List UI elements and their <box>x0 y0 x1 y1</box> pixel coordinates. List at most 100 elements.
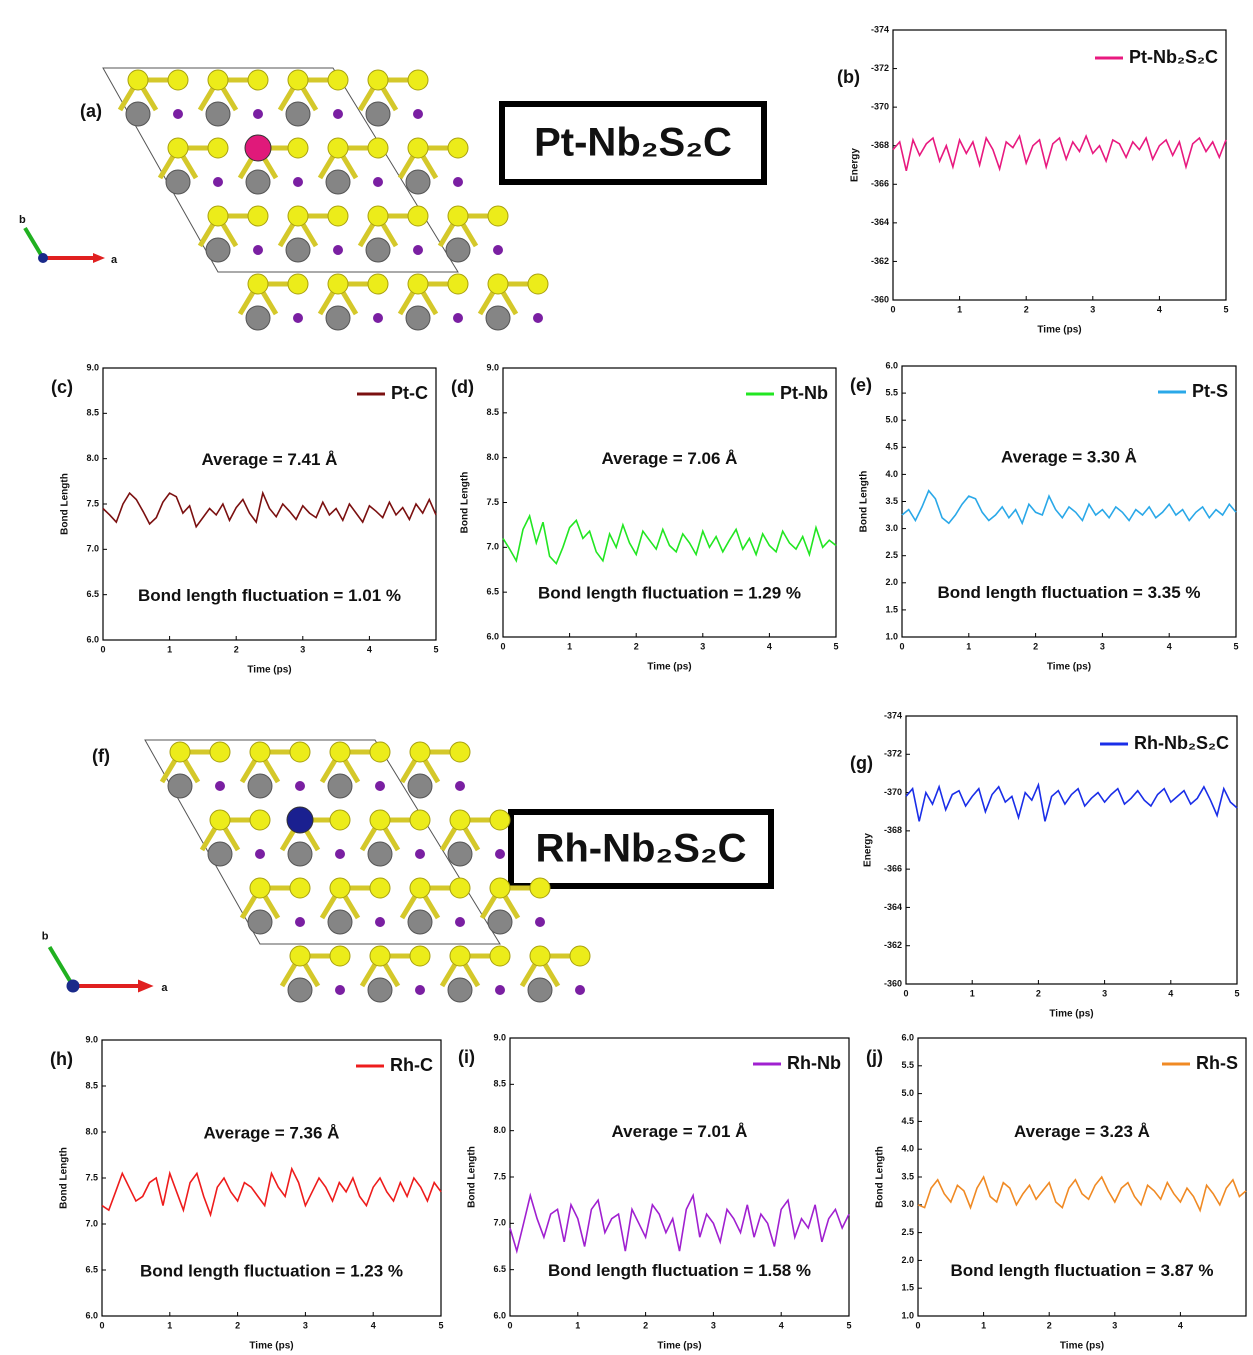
purple-atom <box>575 985 585 995</box>
y-tick-label: -360 <box>884 978 902 988</box>
yellow-atom <box>410 878 430 898</box>
x-tick-label: 3 <box>303 1320 308 1330</box>
x-tick-label: 4 <box>767 641 772 651</box>
x-axis-label: Time (ps) <box>1037 325 1081 336</box>
x-axis-label: Time (ps) <box>1060 1341 1104 1352</box>
x-tick-label: 5 <box>1234 988 1239 998</box>
annotation: Bond length fluctuation = 3.87 % <box>950 1261 1213 1280</box>
gray-atom <box>408 910 432 934</box>
panel-label: (h) <box>50 1049 73 1069</box>
yellow-atom <box>448 274 468 294</box>
legend-label: Rh-Nb₂S₂C <box>1134 733 1229 753</box>
axis-label: a <box>161 982 168 994</box>
panel-label: (j) <box>866 1047 883 1067</box>
x-tick-label: 1 <box>567 641 572 651</box>
figure: Pt-Nb₂S₂C (a) Rh-Nb₂S₂C (f) abab-374-372… <box>0 0 1253 1355</box>
x-tick-label: 3 <box>711 1320 716 1330</box>
purple-atom <box>455 917 465 927</box>
y-tick-label: 1.0 <box>901 1310 914 1320</box>
y-tick-label: 7.0 <box>85 1218 98 1228</box>
y-tick-label: 4.0 <box>885 469 898 479</box>
yellow-atom <box>530 946 550 966</box>
purple-atom <box>453 177 463 187</box>
gray-atom <box>368 842 392 866</box>
yellow-atom <box>290 742 310 762</box>
panel-label: (d) <box>451 377 474 397</box>
yellow-atom <box>370 810 390 830</box>
y-tick-label: 9.0 <box>486 362 499 372</box>
y-tick-label: 6.5 <box>86 589 99 599</box>
gray-atom <box>286 238 310 262</box>
yellow-atom <box>448 206 468 226</box>
plot-frame <box>893 30 1226 300</box>
x-axis-label: Time (ps) <box>1049 1009 1093 1020</box>
axis-b-arrow <box>25 228 43 258</box>
x-tick-label: 3 <box>700 641 705 651</box>
y-tick-label: 3.0 <box>901 1199 914 1209</box>
y-tick-label: -374 <box>884 710 902 720</box>
gray-atom <box>408 774 432 798</box>
annotation: Bond length fluctuation = 1.29 % <box>538 583 801 602</box>
annotation: Average = 7.01 Å <box>612 1122 748 1141</box>
purple-atom <box>413 109 423 119</box>
panel-label: (g) <box>850 753 873 773</box>
crystal-structure: ab <box>42 740 590 1002</box>
yellow-atom <box>330 878 350 898</box>
purple-atom <box>375 917 385 927</box>
purple-atom <box>415 849 425 859</box>
yellow-atom <box>328 274 348 294</box>
yellow-atom <box>368 206 388 226</box>
yellow-atom <box>288 70 308 90</box>
yellow-atom <box>408 206 428 226</box>
y-tick-label: 8.5 <box>85 1080 98 1090</box>
yellow-atom <box>450 878 470 898</box>
yellow-atom <box>208 70 228 90</box>
yellow-atom <box>368 138 388 158</box>
yellow-atom <box>330 810 350 830</box>
x-tick-label: 4 <box>1168 988 1173 998</box>
yellow-atom <box>370 946 390 966</box>
x-tick-label: 4 <box>1157 304 1162 314</box>
y-tick-label: 8.0 <box>493 1125 506 1135</box>
yellow-atom <box>450 946 470 966</box>
y-tick-label: 5.0 <box>901 1088 914 1098</box>
data-line <box>918 1177 1246 1210</box>
y-tick-label: 6.0 <box>885 360 898 370</box>
legend-label: Rh-S <box>1196 1053 1238 1073</box>
purple-atom <box>173 109 183 119</box>
x-tick-label: 3 <box>1102 988 1107 998</box>
yellow-atom <box>530 878 550 898</box>
y-tick-label: -368 <box>884 825 902 835</box>
y-tick-label: 2.5 <box>901 1227 914 1237</box>
x-tick-label: 1 <box>957 304 962 314</box>
x-tick-label: 5 <box>1233 641 1238 651</box>
y-tick-label: 3.5 <box>885 496 898 506</box>
legend-label: Rh-C <box>390 1055 433 1075</box>
x-tick-label: 3 <box>1090 304 1095 314</box>
x-tick-label: 1 <box>575 1320 580 1330</box>
gray-atom <box>448 978 472 1002</box>
x-tick-label: 1 <box>966 641 971 651</box>
purple-atom <box>215 781 225 791</box>
x-tick-label: 0 <box>99 1320 104 1330</box>
data-line <box>893 136 1226 171</box>
x-tick-label: 1 <box>167 1320 172 1330</box>
y-tick-label: -372 <box>884 749 902 759</box>
x-tick-label: 2 <box>1024 304 1029 314</box>
purple-atom <box>335 985 345 995</box>
arrow-head <box>93 253 105 263</box>
purple-atom <box>493 245 503 255</box>
purple-atom <box>295 917 305 927</box>
y-tick-label: 8.5 <box>86 408 99 418</box>
yellow-atom <box>250 810 270 830</box>
yellow-atom <box>370 878 390 898</box>
axis-label: b <box>19 214 26 226</box>
gray-atom <box>288 978 312 1002</box>
yellow-atom <box>328 138 348 158</box>
y-tick-label: 6.0 <box>486 631 499 641</box>
panel-label: (e) <box>850 375 872 395</box>
gray-atom <box>288 842 312 866</box>
legend-label: Pt-C <box>391 383 428 403</box>
